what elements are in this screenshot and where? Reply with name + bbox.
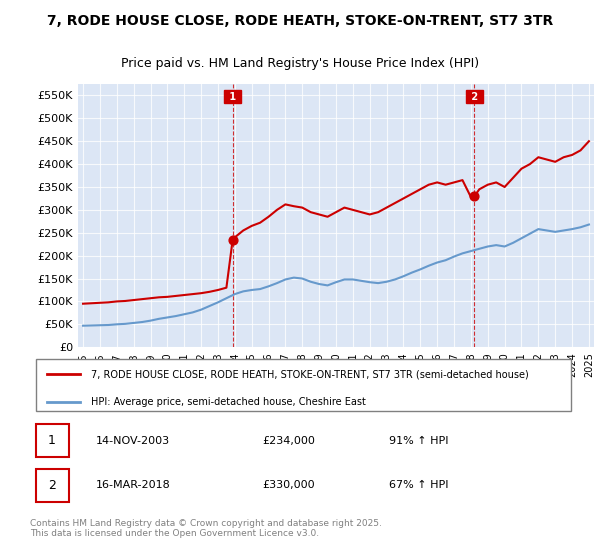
FancyBboxPatch shape [35, 359, 571, 411]
Text: 2: 2 [48, 479, 56, 492]
Point [228, 236, 238, 245]
Point [470, 192, 479, 200]
Text: 67% ↑ HPI: 67% ↑ HPI [389, 480, 448, 491]
Text: Contains HM Land Registry data © Crown copyright and database right 2025.
This d: Contains HM Land Registry data © Crown c… [30, 519, 382, 538]
FancyBboxPatch shape [35, 424, 68, 457]
Text: 1: 1 [48, 434, 56, 447]
Text: 16-MAR-2018: 16-MAR-2018 [96, 480, 171, 491]
Text: 7, RODE HOUSE CLOSE, RODE HEATH, STOKE-ON-TRENT, ST7 3TR: 7, RODE HOUSE CLOSE, RODE HEATH, STOKE-O… [47, 14, 553, 28]
Text: 14-NOV-2003: 14-NOV-2003 [96, 436, 170, 446]
Text: £234,000: £234,000 [262, 436, 315, 446]
Text: Price paid vs. HM Land Registry's House Price Index (HPI): Price paid vs. HM Land Registry's House … [121, 57, 479, 69]
Text: 91% ↑ HPI: 91% ↑ HPI [389, 436, 448, 446]
Text: HPI: Average price, semi-detached house, Cheshire East: HPI: Average price, semi-detached house,… [91, 397, 365, 407]
Text: 1: 1 [226, 92, 239, 102]
Text: 2: 2 [467, 92, 481, 102]
FancyBboxPatch shape [35, 469, 68, 502]
Text: £330,000: £330,000 [262, 480, 314, 491]
Text: 7, RODE HOUSE CLOSE, RODE HEATH, STOKE-ON-TRENT, ST7 3TR (semi-detached house): 7, RODE HOUSE CLOSE, RODE HEATH, STOKE-O… [91, 369, 529, 379]
